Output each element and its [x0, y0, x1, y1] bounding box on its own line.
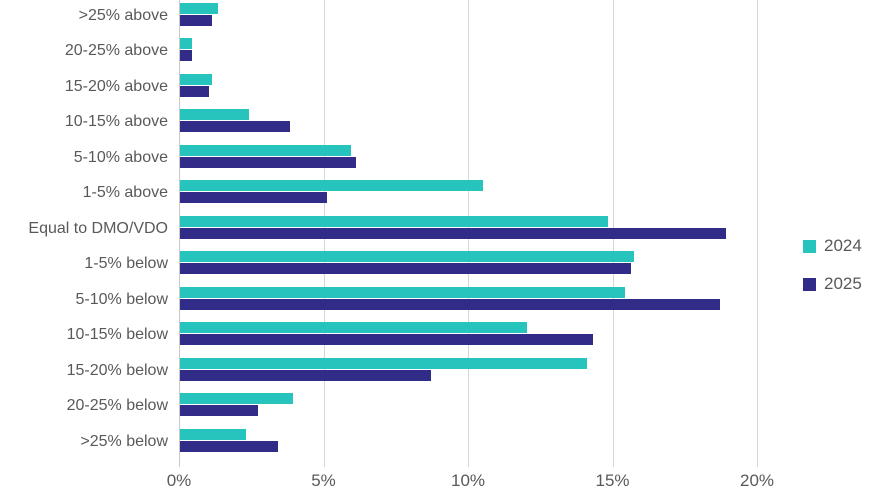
y-category-label: 15-20% above: [64, 77, 168, 95]
bar-2025: [180, 263, 631, 275]
x-tick-label: 15%: [595, 471, 630, 490]
bar-2025: [180, 298, 721, 310]
y-category-label: 20-25% below: [66, 397, 168, 415]
bar-2025: [180, 192, 328, 204]
y-category-label: 1-5% below: [84, 255, 168, 273]
y-category-label: 5-10% above: [73, 148, 168, 166]
bar-2024: [180, 428, 247, 440]
y-category-label: >25% above: [78, 7, 168, 24]
bar-2024: [180, 251, 634, 263]
y-category-label: 1-5% above: [82, 184, 168, 202]
bar-2025: [180, 121, 290, 133]
legend-swatch-icon: [803, 239, 816, 253]
y-axis-line: [179, 0, 180, 467]
bar-2025: [180, 334, 594, 346]
bar-2024: [180, 38, 192, 50]
bar-2024: [180, 109, 250, 121]
y-category-label: 10-15% above: [64, 113, 168, 131]
bar-2024: [180, 73, 212, 85]
y-category-label: 15-20% below: [66, 361, 168, 379]
bar-2024: [180, 180, 484, 192]
bar-2024: [180, 393, 293, 405]
bar-2025: [180, 50, 192, 62]
bar-2024: [180, 357, 588, 369]
y-category-label: 5-10% below: [75, 290, 169, 308]
bar-2025: [180, 227, 727, 239]
gridline: [757, 0, 758, 467]
bar-2025: [180, 156, 357, 168]
bar-2024: [180, 144, 351, 156]
x-tick-label: 0%: [166, 471, 192, 490]
legend-swatch-icon: [803, 277, 816, 291]
x-tick-label: 10%: [450, 471, 486, 490]
legend-item-2025: 2025: [803, 274, 862, 294]
bar-2024: [180, 215, 608, 227]
bar-2024: [180, 3, 218, 14]
bar-2025: [180, 440, 279, 452]
x-tick-label: 5%: [311, 471, 336, 490]
bar-2025: [180, 369, 432, 381]
bar-2025: [180, 405, 259, 417]
bar-2025: [180, 15, 212, 26]
legend-item-2024: 2024: [803, 236, 862, 256]
y-category-label: >25% below: [80, 432, 168, 450]
y-category-label: 20-25% above: [64, 42, 168, 60]
y-category-label: 10-15% below: [66, 326, 168, 344]
y-category-label: Equal to DMO/VDO: [28, 219, 168, 237]
legend-label: 2024: [824, 236, 862, 255]
bar-2025: [180, 85, 209, 97]
x-tick-label: 20%: [739, 471, 775, 490]
bar-2024: [180, 286, 626, 298]
bar-2024: [180, 322, 527, 334]
legend-label: 2025: [824, 274, 862, 293]
